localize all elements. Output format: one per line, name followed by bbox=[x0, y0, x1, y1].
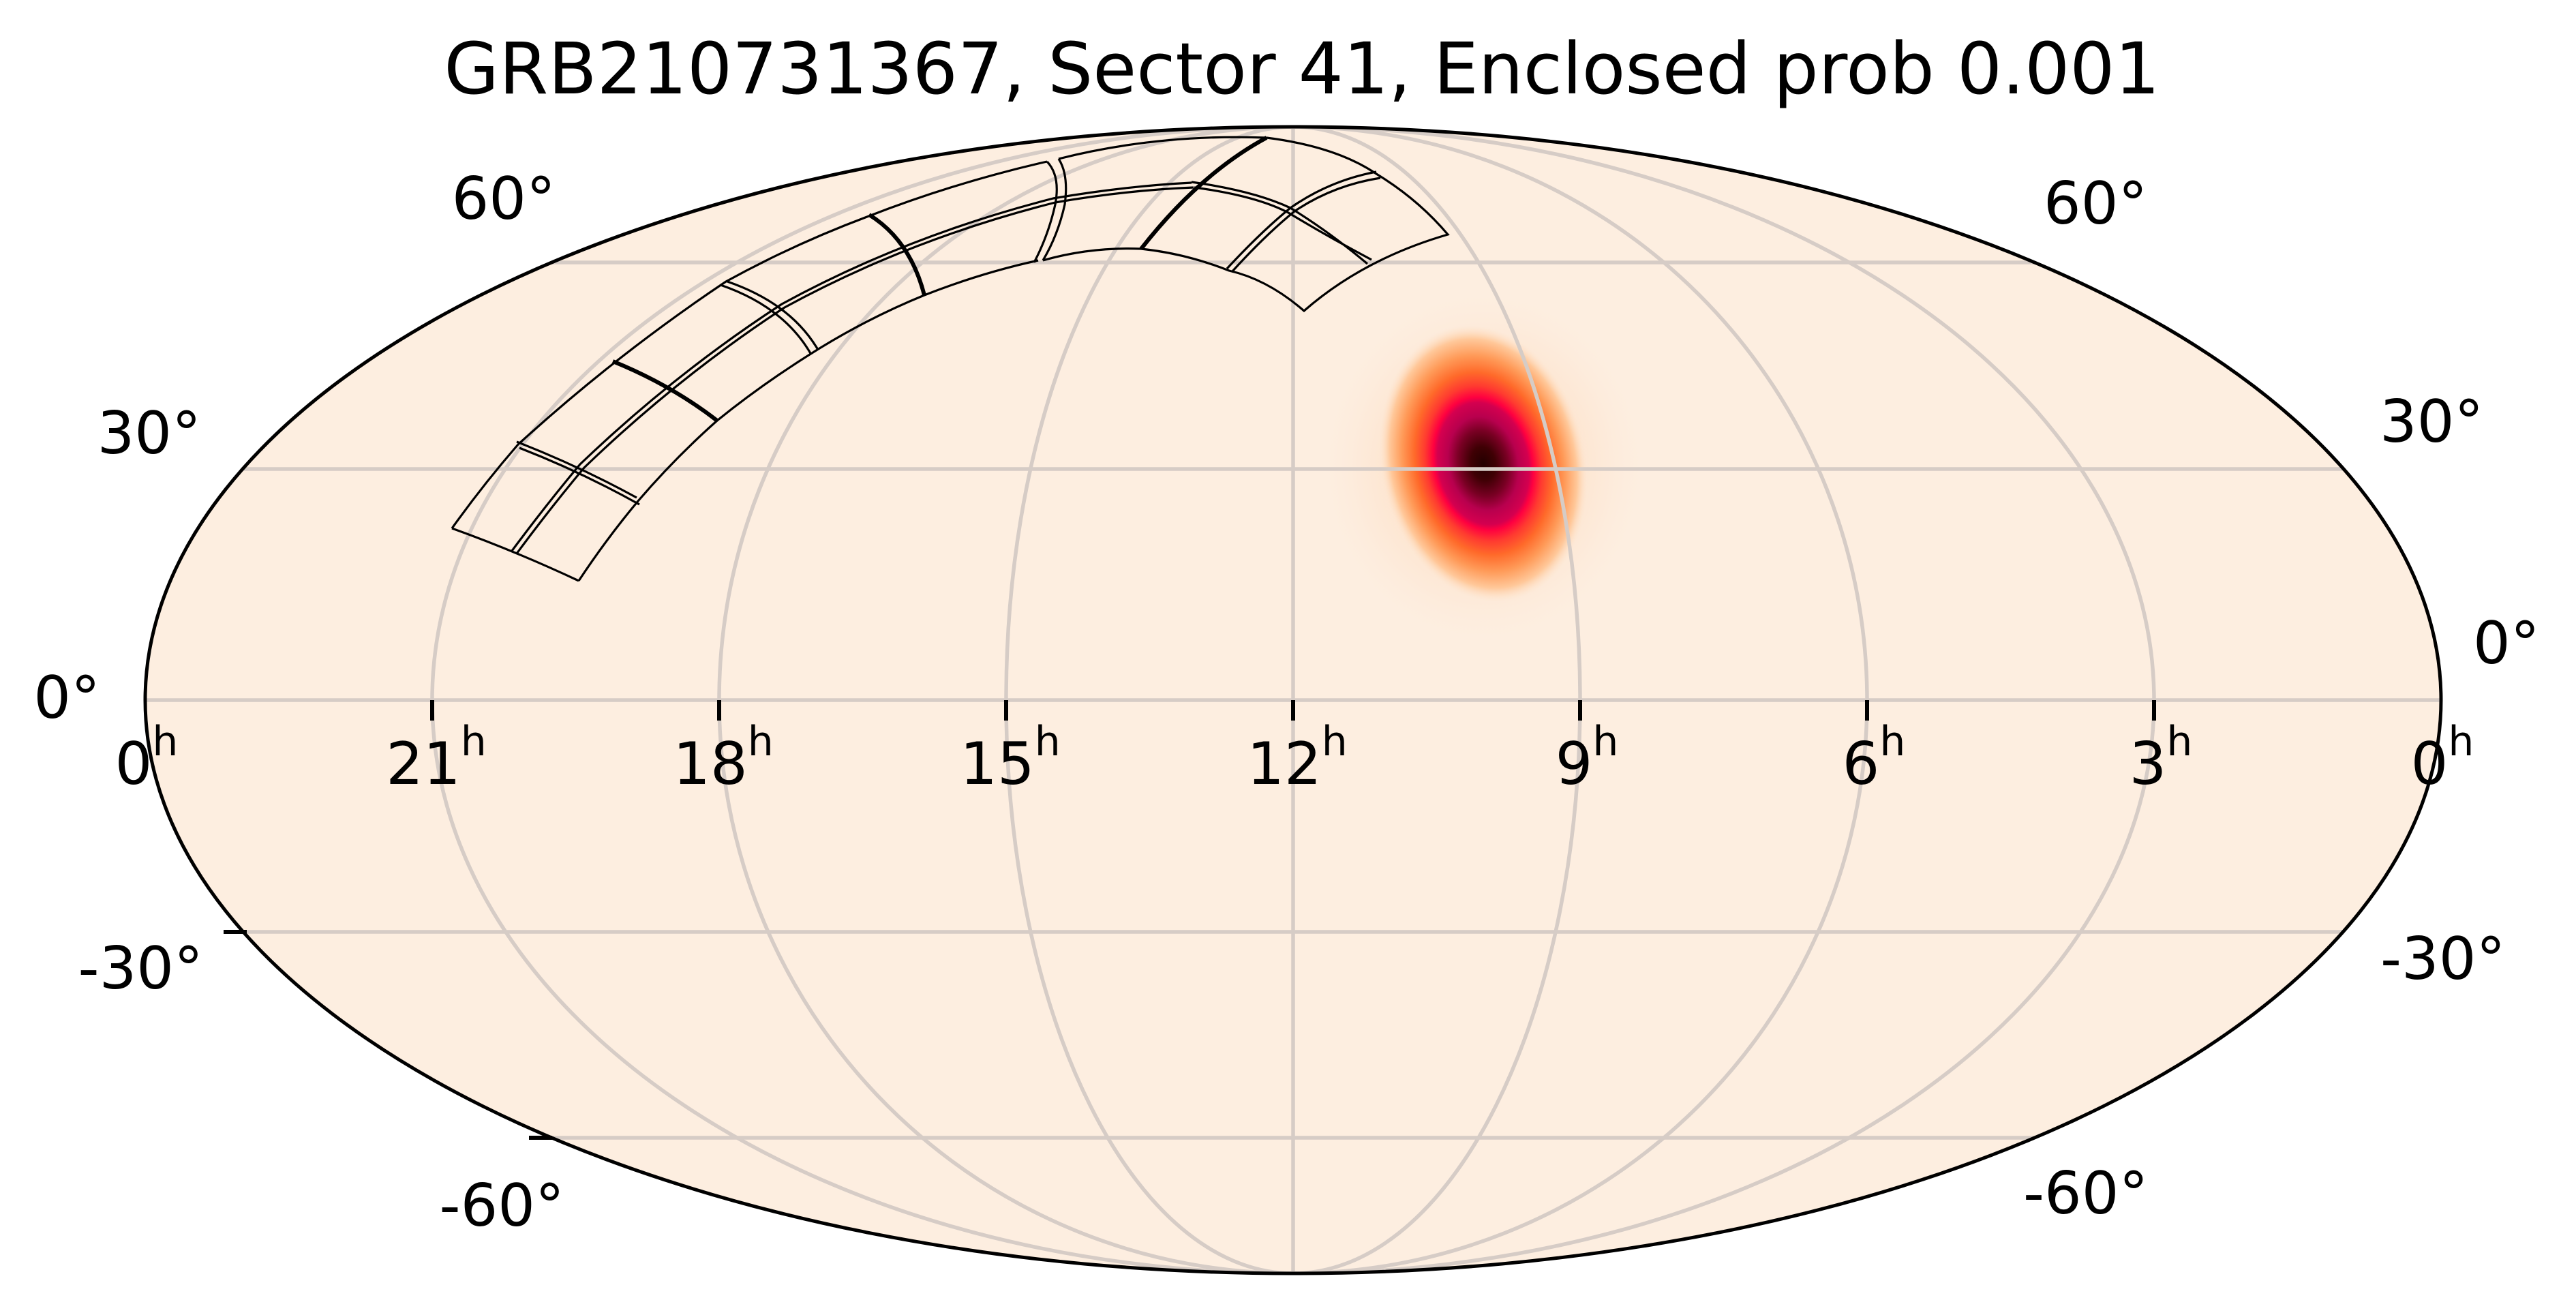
ra-axis-labels: 0h 21h 18h 15h 12h 9h 6h 3h 0h bbox=[115, 718, 2474, 798]
dec-ticks bbox=[224, 930, 552, 1140]
dec-label-left-30: 30° bbox=[97, 399, 201, 468]
ra-label-3h: 3h bbox=[2130, 718, 2193, 798]
dec-label-left-0: 0° bbox=[33, 664, 100, 732]
sky-frame bbox=[143, 125, 2443, 1275]
footprint-inner-edge bbox=[577, 259, 1039, 581]
dec-axis-labels-right: 60° 30° 0° -30° -60° bbox=[2023, 170, 2540, 1228]
tess-ccd-footprints bbox=[451, 136, 1450, 582]
dec-label-right-0: 0° bbox=[2473, 609, 2540, 678]
dec-label-left-minus60: -60° bbox=[440, 1172, 564, 1240]
dec-label-left-minus30: -30° bbox=[78, 935, 203, 1003]
chart-title: GRB210731367, Sector 41, Enclosed prob 0… bbox=[444, 27, 2160, 110]
ra-ticks bbox=[430, 700, 2156, 721]
ra-label-12h: 12h bbox=[1247, 718, 1347, 798]
dec-label-left-60: 60° bbox=[452, 165, 556, 233]
dec-label-right-60: 60° bbox=[2044, 170, 2147, 238]
ra-label-21h: 21h bbox=[386, 718, 486, 798]
dec-label-right-30: 30° bbox=[2380, 388, 2483, 456]
dec-label-right-minus60: -60° bbox=[2023, 1160, 2148, 1228]
dec-label-right-minus30: -30° bbox=[2380, 925, 2505, 993]
ra-label-6h: 6h bbox=[1843, 718, 1906, 798]
ra-label-18h: 18h bbox=[673, 718, 773, 798]
ra-label-0h-right: 0h bbox=[2411, 718, 2474, 798]
dec-axis-labels-left: 60° 30° 0° -30° -60° bbox=[33, 165, 564, 1240]
ra-label-9h: 9h bbox=[1556, 718, 1619, 798]
probability-heatmap bbox=[1316, 284, 1650, 649]
ra-label-15h: 15h bbox=[960, 718, 1060, 798]
footprint-outer-edge bbox=[451, 160, 1048, 529]
ra-label-0h-left: 0h bbox=[115, 718, 179, 798]
